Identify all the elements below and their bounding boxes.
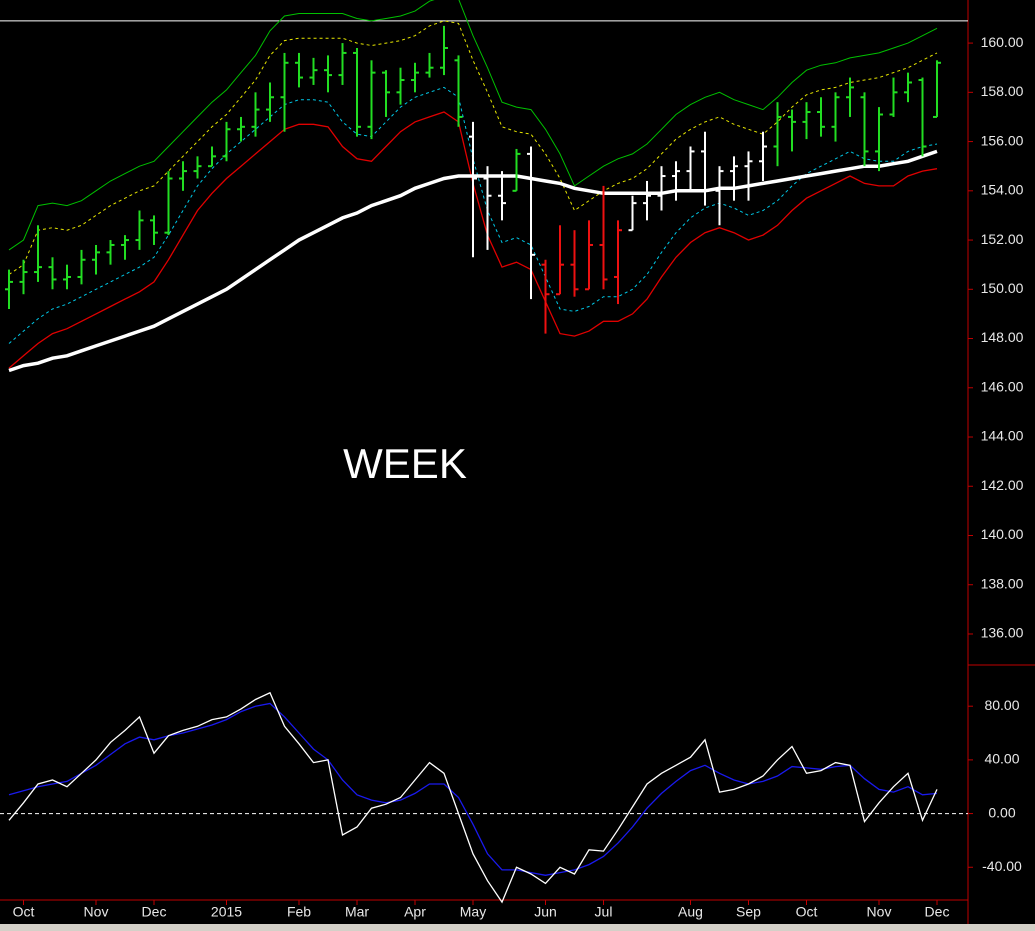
y-tick-label: 136.00: [981, 625, 1024, 641]
oscillator-line: [8, 691, 938, 904]
y-tick-label: 140.00: [981, 526, 1024, 542]
y-tick-label: 142.00: [981, 477, 1024, 493]
y-tick-label: 148.00: [981, 329, 1024, 345]
y-tick-label: 40.00: [984, 751, 1019, 767]
band-line: [8, 86, 938, 344]
y-tick-label: 138.00: [981, 575, 1024, 591]
y-tick-label: 156.00: [981, 132, 1024, 148]
y-tick-label: 158.00: [981, 83, 1024, 99]
x-tick-label: Aug: [678, 904, 703, 920]
oscillator-line: [8, 702, 938, 876]
y-tick-label: -40.00: [982, 858, 1022, 874]
status-strip: [0, 924, 1035, 931]
annotation: WEEK: [343, 440, 467, 487]
y-tick-label: 152.00: [981, 231, 1024, 247]
y-tick-label: 0.00: [988, 804, 1015, 820]
y-tick-label: 162.00: [981, 0, 1024, 1]
x-tick-label: Apr: [404, 904, 426, 920]
x-tick-label: Jun: [534, 904, 557, 920]
y-tick-label: 150.00: [981, 280, 1024, 296]
x-tick-label: Dec: [925, 904, 950, 920]
x-tick-label: Mar: [345, 904, 369, 920]
x-tick-label: Nov: [867, 904, 892, 920]
y-tick-label: 80.00: [984, 697, 1019, 713]
x-tick-label: May: [460, 904, 486, 920]
x-tick-label: Feb: [287, 904, 311, 920]
y-tick-label: 144.00: [981, 428, 1024, 444]
x-tick-label: Dec: [142, 904, 167, 920]
y-tick-label: 146.00: [981, 378, 1024, 394]
x-tick-label: Jul: [595, 904, 613, 920]
x-tick-label: Oct: [13, 904, 35, 920]
y-tick-label: 160.00: [981, 34, 1024, 50]
band-line: [8, 0, 938, 251]
x-tick-label: Nov: [84, 904, 109, 920]
x-tick-label: Oct: [796, 904, 818, 920]
y-tick-label: 154.00: [981, 182, 1024, 198]
x-tick-label: Sep: [736, 904, 761, 920]
x-tick-label: 2015: [211, 904, 242, 920]
